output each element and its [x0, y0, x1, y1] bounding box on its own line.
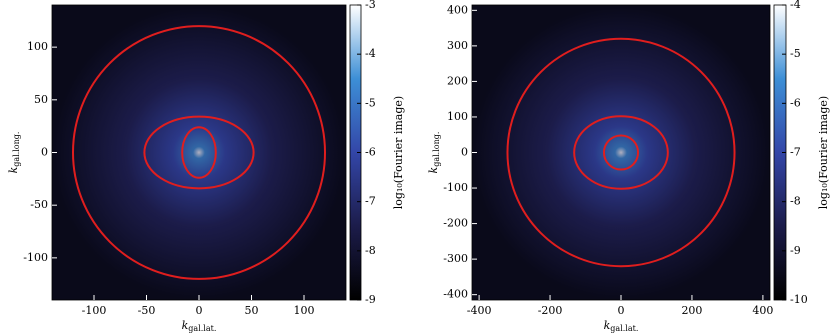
colorbar-tick-label: -9: [790, 244, 801, 257]
x-tick-label: -100: [82, 304, 107, 317]
y-tick-label: 50: [34, 93, 48, 106]
y-tick-label: 400: [447, 3, 468, 16]
axis-label-subscript: gal.lat.: [610, 324, 638, 333]
axis-label-symbol: k: [427, 166, 440, 173]
x-tick-label: -50: [138, 304, 156, 317]
y-tick-label: 200: [447, 74, 468, 87]
ellipse-contour: [181, 126, 217, 179]
axis-label-symbol: k: [604, 319, 611, 332]
ellipse-contour: [72, 25, 326, 280]
axis-label: kgal.long.: [427, 132, 441, 174]
x-tick-label: -200: [538, 304, 563, 317]
colorbar-tick-label: -9: [365, 293, 376, 306]
x-tick-label: 50: [245, 304, 259, 317]
y-tick-label: 100: [447, 110, 468, 123]
colorbar-tick-label: -6: [790, 96, 801, 109]
colorbar-label: log₁₀(Fourier image): [817, 96, 830, 209]
y-tick-label: -300: [443, 252, 468, 265]
axis-label: kgal.long.: [7, 132, 21, 174]
ellipse-contour: [573, 115, 669, 190]
colorbar-tick-label: -4: [790, 0, 801, 11]
ellipse-contour: [506, 37, 736, 268]
colorbar-tick-label: -4: [365, 47, 376, 60]
colorbar-tick-label: -8: [790, 195, 801, 208]
y-tick-label: 300: [447, 39, 468, 52]
ellipse-contour: [143, 115, 255, 190]
x-tick-label: 100: [294, 304, 315, 317]
colorbar-tick-label: -3: [365, 0, 376, 11]
colorbar-tick-label: -10: [790, 293, 808, 306]
y-tick-label: 0: [41, 146, 48, 159]
axis-label-symbol: k: [182, 319, 189, 332]
colorbar-tick-label: -7: [790, 146, 801, 159]
x-tick-label: 200: [681, 304, 702, 317]
colorbar-tick-label: -5: [790, 47, 801, 60]
axis-label-subscript: gal.lat.: [188, 324, 216, 333]
ellipse-contour: [602, 134, 640, 171]
colorbar-label: log₁₀(Fourier image): [392, 96, 405, 209]
x-tick-label: -400: [467, 304, 492, 317]
colorbar-tick-label: -6: [365, 146, 376, 159]
x-tick-label: 0: [618, 304, 625, 317]
fourier-image: [472, 5, 770, 300]
x-tick-label: 400: [752, 304, 773, 317]
y-tick-label: -100: [443, 181, 468, 194]
fourier-image: [52, 5, 346, 300]
axis-label-subscript: gal.long.: [12, 132, 21, 167]
y-tick-label: -200: [443, 217, 468, 230]
x-tick-label: 0: [196, 304, 203, 317]
colorbar-tick-label: -8: [365, 244, 376, 257]
axis-label: kgal.lat.: [182, 319, 217, 333]
y-tick-label: -50: [30, 198, 48, 211]
fourier-noise: [52, 5, 346, 300]
axis-label-symbol: k: [7, 166, 20, 173]
axis-label: kgal.lat.: [604, 319, 639, 333]
y-tick-label: -400: [443, 288, 468, 301]
colorbar-tick-label: -5: [365, 96, 376, 109]
y-tick-label: 100: [27, 40, 48, 53]
y-tick-label: 0: [461, 146, 468, 159]
colorbar-tick-label: -7: [365, 195, 376, 208]
fourier-noise: [472, 5, 770, 300]
y-tick-label: -100: [23, 251, 48, 264]
axis-label-subscript: gal.long.: [432, 132, 441, 167]
